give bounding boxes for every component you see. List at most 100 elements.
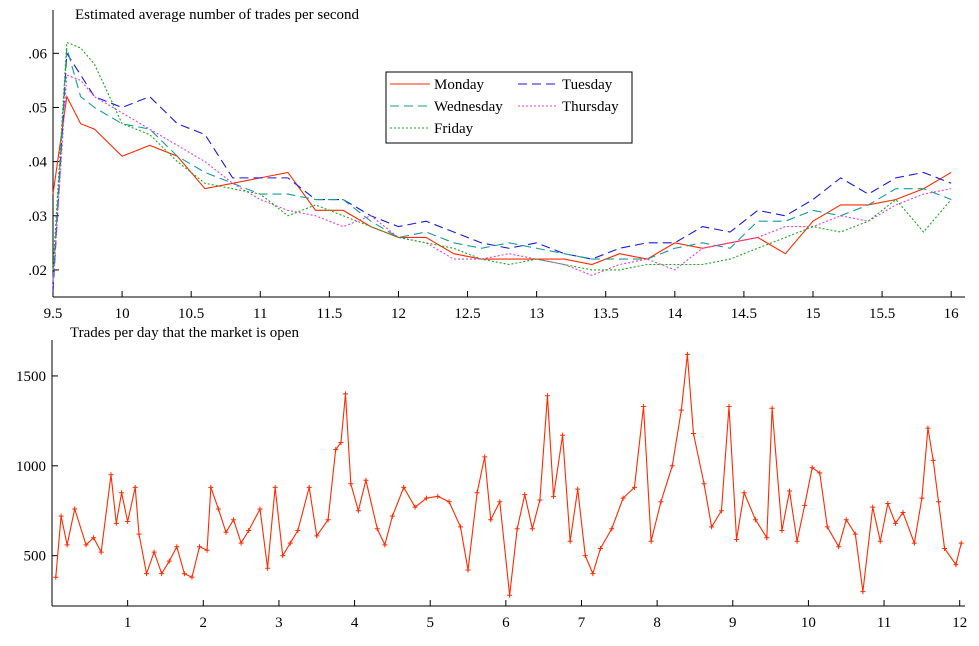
point-marker [537,497,543,503]
point-marker [741,490,747,496]
x-tick-label: 16 [944,306,960,322]
point-marker [764,535,770,541]
point-marker [435,493,441,499]
point-marker [272,484,278,490]
point-marker [590,571,596,577]
point-marker [911,540,917,546]
point-marker [514,526,520,532]
x-tick-label: 6 [502,615,510,631]
point-marker [215,506,221,512]
point-marker [223,529,229,535]
point-marker [306,484,312,490]
point-marker [333,447,339,453]
point-marker [718,508,724,514]
point-marker [58,513,64,519]
point-marker [843,517,849,523]
point-marker [246,528,252,534]
point-marker [280,553,286,559]
point-marker [522,492,528,498]
point-marker [544,393,550,399]
point-marker [342,391,348,397]
point-marker [701,481,707,487]
point-marker [809,465,815,471]
point-marker [181,571,187,577]
point-marker [197,544,203,550]
point-marker [136,531,142,537]
series-line [55,354,962,596]
point-marker [529,526,535,532]
point-marker [734,537,740,542]
point-marker [338,439,344,445]
point-marker [726,404,732,409]
point-marker [314,533,320,539]
point-marker [958,540,964,546]
legend-label: Monday [434,77,484,93]
legend-label: Thursday [562,99,619,115]
point-marker [189,574,195,580]
x-tick-label: 14.5 [731,306,757,322]
point-marker [446,499,452,505]
point-marker [91,535,97,541]
point-marker [363,477,369,483]
point-marker [631,484,637,490]
series-line [52,51,952,292]
legend-label: Tuesday [562,77,613,93]
point-marker [836,544,842,550]
x-tick-label: 11.5 [317,306,343,322]
point-marker [560,432,566,438]
y-tick-label: 1000 [16,459,46,475]
point-marker [238,540,244,546]
point-marker [159,571,165,577]
point-marker [474,490,480,496]
point-marker [690,430,696,436]
legend-label: Friday [434,121,474,137]
x-tick-label: 11 [253,306,267,322]
point-marker [119,490,125,496]
point-marker [208,484,214,490]
point-marker [919,495,925,501]
point-marker [930,457,936,463]
x-tick-label: 8 [653,615,661,631]
point-marker [597,545,603,551]
point-marker [824,524,830,530]
point-marker [648,538,654,544]
y-tick-label: 500 [24,549,47,565]
point-marker [295,528,301,534]
point-marker [389,513,395,519]
point-marker [620,495,626,501]
x-tick-label: 11 [877,615,891,631]
point-marker [265,565,271,571]
x-tick-label: 15 [806,306,821,322]
point-marker [401,484,407,490]
point-marker [582,553,588,559]
point-marker [575,486,581,492]
point-marker [482,454,488,460]
chart-title: Trades per day that the market is open [70,325,299,341]
point-marker [787,488,793,494]
x-tick-label: 7 [578,615,586,631]
point-marker [465,567,471,573]
x-tick-label: 3 [275,615,283,631]
chart-title: Estimated average number of trades per s… [75,7,360,23]
point-marker [98,549,104,555]
point-marker [125,519,131,525]
point-marker [936,499,942,505]
point-marker [769,405,775,411]
point-marker [166,558,172,564]
point-marker [231,517,237,523]
point-marker [507,592,513,598]
y-tick-label: 1500 [16,369,46,385]
point-marker [108,472,114,478]
x-tick-label: 12 [391,306,406,322]
point-marker [669,463,675,469]
point-marker [83,542,89,548]
point-marker [64,542,70,548]
x-tick-label: 13 [529,306,544,322]
x-tick-label: 14 [667,306,683,322]
x-tick-label: 13.5 [593,306,619,322]
point-marker [794,538,800,544]
point-marker [900,510,906,516]
x-tick-label: 10.5 [178,306,204,322]
y-tick-label: .03 [28,209,47,225]
